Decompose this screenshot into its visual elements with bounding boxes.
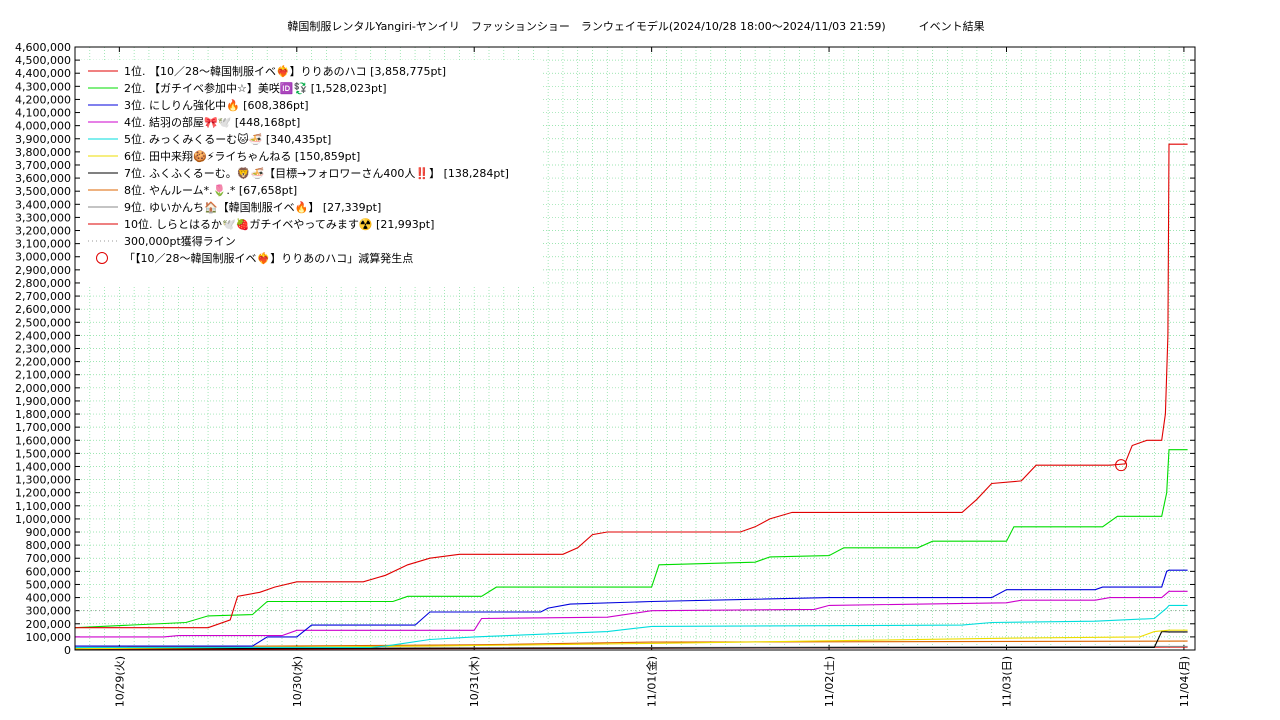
y-tick-label: 1,800,000 [15,408,71,421]
x-tick-label: 10/31(木) [468,656,481,707]
y-tick-label: 2,100,000 [15,369,71,382]
legend-label: 5位. みっくみくるーむ🐱🍜 [340,435pt] [124,132,331,146]
y-tick-label: 1,100,000 [15,500,71,513]
y-tick-label: 200,000 [26,618,72,631]
y-tick-label: 2,800,000 [15,277,71,290]
legend: 1位. 【10／28〜韓国制服イベ❤️‍🔥】りりあのハコ [3,858,775p… [80,60,542,286]
y-tick-label: 0 [64,644,71,657]
y-tick-label: 3,000,000 [15,251,71,264]
series-layer [74,143,1195,650]
y-tick-label: 900,000 [26,526,72,539]
legend-label: 6位. 田中来翔🍪⚡ライちゃんねる [150,859pt] [124,149,360,163]
y-tick-label: 1,600,000 [15,434,71,447]
y-tick-label: 2,400,000 [15,329,71,342]
y-tick-label: 1,900,000 [15,395,71,408]
series-line-rank-6 [74,629,1188,650]
legend-label: 4位. 結羽の部屋🎀🕊️ [448,168pt] [124,115,300,129]
y-tick-label: 4,200,000 [15,93,71,106]
y-tick-label: 800,000 [26,539,72,552]
y-tick-label: 4,400,000 [15,67,71,80]
series-line-rank-5 [75,604,1188,648]
y-tick-label: 1,700,000 [15,421,71,434]
y-tick-label: 1,300,000 [15,474,71,487]
series-line-rank-1 [75,143,1188,629]
legend-label: 1位. 【10／28〜韓国制服イベ❤️‍🔥】りりあのハコ [3,858,775p… [124,64,446,78]
y-tick-label: 1,500,000 [15,447,71,460]
y-tick-label: 3,600,000 [15,172,71,185]
legend-label: 10位. しらとはるか🕊️🍓ガチイベやってみます☢️ [21,993pt] [124,217,434,231]
legend-label: 「【10／28〜韓国制服イベ❤️‍🔥】りりあのハコ」減算発生点 [124,251,413,265]
x-tick-label: 11/01(金) [645,656,659,707]
series-line-rank-3 [75,569,1188,647]
x-tick-label: 11/04(月) [1178,656,1191,707]
y-tick-label: 3,800,000 [15,146,71,159]
y-tick-label: 400,000 [26,592,72,605]
series-line-rank-7 [74,631,1188,650]
y-tick-label: 3,100,000 [15,238,71,251]
legend-label: 2位. 【ガチイベ参加中☆】美咲🆔💱 [1,528,023pt] [124,81,387,95]
series-line-rank-2 [74,449,1188,629]
y-tick-label: 3,300,000 [15,211,71,224]
legend-label: 9位. ゆいかんち🏠【韓国制服イベ🔥】 [27,339pt] [124,200,381,214]
y-tick-label: 4,100,000 [15,107,71,120]
legend-background [80,60,542,286]
y-tick-label: 3,200,000 [15,225,71,238]
y-tick-label: 2,700,000 [15,290,71,303]
legend-label: 7位. ふくふくるーむ。🦁🍜【目標→フォロワーさん400人‼️】 [138,28… [124,166,509,180]
y-tick-label: 2,000,000 [15,382,71,395]
x-tick-label: 11/03(日) [1000,656,1013,707]
y-tick-label: 500,000 [26,578,72,591]
x-tick-label: 11/02(土) [823,656,836,707]
legend-label: 8位. やんルーム*.🌷.* [67,658pt] [124,183,297,197]
series-line-rank-4 [75,590,1188,638]
x-tick-label: 10/30(水) [291,656,304,707]
y-tick-label: 4,500,000 [15,54,71,67]
deduction-marker [1115,459,1128,472]
y-tick-label: 3,500,000 [15,185,71,198]
y-tick-label: 600,000 [26,565,72,578]
legend-label: 300,000pt獲得ライン [124,235,236,248]
y-tick-label: 2,300,000 [15,343,71,356]
y-tick-label: 100,000 [26,631,72,644]
y-tick-label: 4,300,000 [15,80,71,93]
y-tick-label: 4,000,000 [15,120,71,133]
y-tick-label: 2,200,000 [15,356,71,369]
y-tick-label: 1,000,000 [15,513,71,526]
y-axis: 0100,000200,000300,000400,000500,000600,… [15,41,1195,657]
y-tick-label: 4,600,000 [15,41,71,54]
y-tick-label: 1,200,000 [15,487,71,500]
y-tick-label: 3,700,000 [15,159,71,172]
legend-marker [96,252,108,264]
legend-label: 3位. にしりん強化中🔥 [608,386pt] [124,98,309,112]
y-tick-label: 2,600,000 [15,303,71,316]
y-tick-label: 3,900,000 [15,133,71,146]
plot-frame [74,46,1196,651]
y-tick-label: 700,000 [26,552,72,565]
chart-title: 韓国制服レンタルYangiri-ヤンイリ ファッションショー ランウェイモデル(… [287,19,984,33]
y-tick-label: 3,400,000 [15,198,71,211]
y-tick-label: 2,900,000 [15,264,71,277]
y-tick-label: 2,500,000 [15,316,71,329]
y-tick-label: 1,400,000 [15,460,71,473]
series-line-rank-8 [74,640,1188,648]
x-axis: 10/29(火) 10/30(水) 10/31(木) 11/01(金) 11/02(土)… [113,47,1191,707]
x-tick-label: 10/29(火) [113,656,126,707]
y-tick-label: 300,000 [26,605,72,618]
